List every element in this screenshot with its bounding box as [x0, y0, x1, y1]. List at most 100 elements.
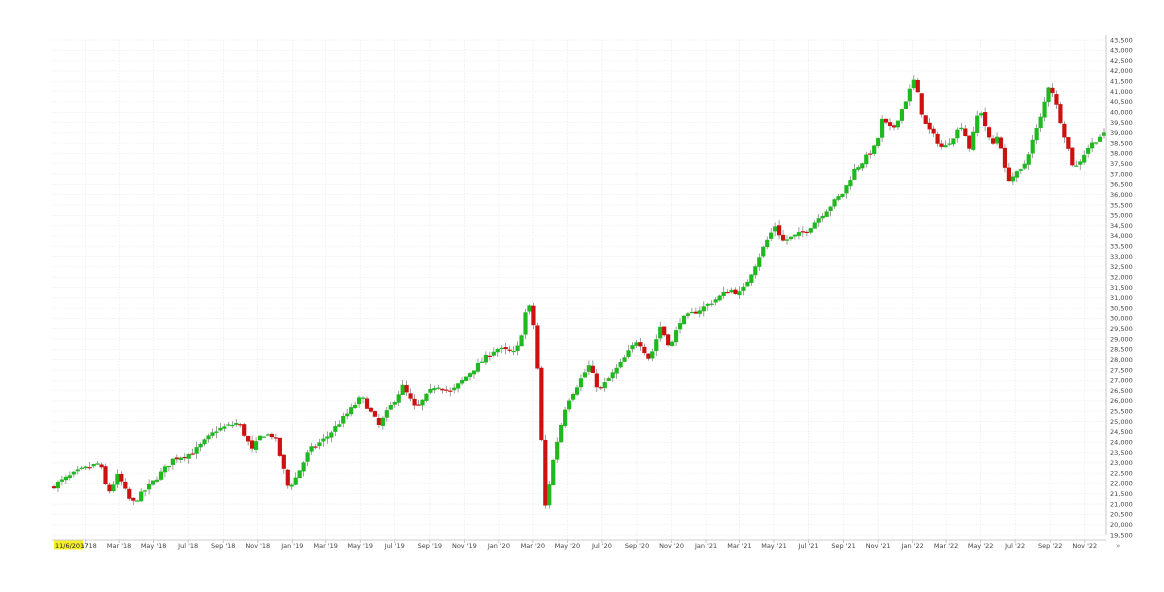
candle-body-up — [864, 154, 869, 165]
candle-body-down — [662, 326, 667, 336]
x-axis: Jan '18 Mar '18 May '18 Jul '18 Sep '18 Nov '… — [74, 540, 1097, 550]
candle-body-up — [95, 463, 100, 465]
candle-body-down — [107, 484, 112, 492]
candle-body-down — [967, 135, 972, 149]
candle-body-up — [574, 387, 580, 395]
candle-body-up — [741, 286, 746, 291]
axis-expand-icon[interactable]: » — [1116, 542, 1120, 550]
candle-body-up — [527, 305, 532, 312]
candle-body-down — [923, 115, 928, 124]
y-tick-label: 21,000 — [1110, 500, 1133, 508]
candle-body-down — [539, 367, 544, 441]
y-tick-label: 27,000 — [1110, 377, 1133, 385]
candle-body-up — [325, 436, 330, 439]
candle-body-down — [543, 439, 548, 506]
candle-body-up — [261, 436, 267, 438]
candle-body-up — [820, 215, 825, 219]
candle-body-down — [182, 456, 187, 459]
candle-body-up — [198, 443, 203, 448]
candle-body-up — [206, 435, 211, 440]
candle-body-up — [979, 113, 984, 116]
candle-body-up — [230, 424, 235, 427]
svg-text:»: » — [1116, 542, 1120, 550]
y-tick-label: 28,500 — [1110, 346, 1133, 354]
y-tick-label: 31,500 — [1110, 284, 1133, 292]
candle-body-up — [911, 79, 916, 89]
candle-body-up — [59, 479, 65, 482]
x-tick-label: Jan '20 — [487, 542, 510, 550]
candle-body-up — [154, 479, 160, 482]
candle-body-up — [519, 335, 524, 347]
candle-body-up — [848, 180, 853, 187]
candle-body-up — [1014, 171, 1019, 178]
y-tick-label: 35,000 — [1110, 212, 1133, 220]
candle-body-up — [1093, 142, 1099, 144]
candle-body-down — [935, 133, 940, 144]
candle-body-up — [856, 167, 861, 170]
y-tick-label: 23,000 — [1110, 459, 1133, 467]
candle-body-up — [523, 312, 528, 335]
candle-body-down — [1002, 147, 1008, 168]
candle-body-up — [420, 399, 425, 406]
candle-body-up — [329, 432, 334, 438]
y-tick-label: 20,500 — [1110, 511, 1133, 519]
candle-body-up — [1042, 101, 1047, 118]
y-tick-label: 36,000 — [1110, 191, 1133, 199]
candle-body-down — [103, 466, 108, 485]
candle-body-up — [511, 350, 516, 353]
candle-body-down — [963, 128, 968, 137]
candle-body-up — [388, 405, 393, 410]
candle-body-up — [139, 491, 144, 502]
y-tick-label: 30,000 — [1110, 315, 1133, 323]
candle-body-down — [487, 355, 492, 357]
candle-body-up — [400, 384, 405, 396]
candle-body-up — [317, 442, 322, 447]
candle-body-up — [432, 388, 437, 391]
y-tick-label: 41,000 — [1110, 88, 1133, 96]
candle-body-up — [689, 311, 695, 314]
candle-body-down — [1054, 94, 1059, 105]
candle-body-down — [174, 457, 179, 460]
candle-body-down — [598, 387, 603, 389]
x-tick-label: Jul '20 — [591, 542, 612, 550]
y-tick-label: 42,500 — [1110, 57, 1133, 65]
candle-body-up — [341, 416, 346, 424]
candle-body-down — [868, 153, 873, 155]
y-tick-label: 34,000 — [1110, 232, 1133, 240]
x-tick-label: Sep '22 — [1038, 542, 1062, 550]
candle-body-up — [899, 109, 905, 121]
x-tick-label: Sep '21 — [831, 542, 855, 550]
candle-body-up — [467, 373, 473, 377]
candle-body-down — [725, 292, 730, 294]
candle-body-up — [289, 484, 294, 487]
y-tick-label: 22,000 — [1110, 480, 1133, 488]
candle-body-up — [1078, 161, 1083, 165]
candle-body-up — [685, 313, 691, 316]
candle-body-down — [507, 349, 512, 351]
candle-body-up — [713, 299, 718, 303]
candle-body-down — [931, 128, 936, 134]
candle-body-up — [257, 435, 263, 441]
candle-body-up — [947, 143, 952, 145]
candle-body-down — [131, 497, 136, 501]
y-tick-label: 30,500 — [1110, 304, 1133, 312]
candle-body-up — [955, 129, 960, 139]
candle-body-up — [876, 138, 881, 147]
candle-body-down — [238, 424, 243, 426]
candle-body-up — [479, 361, 485, 363]
candle-body-up — [959, 127, 964, 129]
y-tick-label: 19,500 — [1110, 531, 1133, 539]
candle-body-up — [578, 378, 584, 388]
candle-body-down — [919, 93, 924, 115]
candle-body-up — [677, 323, 683, 330]
candle-body-down — [503, 347, 508, 350]
candle-body-down — [915, 79, 920, 93]
y-tick-label: 20,000 — [1110, 521, 1133, 529]
candle-body-up — [456, 383, 461, 389]
candle-body-up — [860, 163, 865, 169]
candle-body-up — [202, 439, 207, 445]
candle-body-up — [150, 480, 156, 485]
candle-body-down — [1050, 87, 1055, 94]
candle-body-up — [951, 138, 956, 145]
x-tick-label: Nov '20 — [659, 542, 684, 550]
